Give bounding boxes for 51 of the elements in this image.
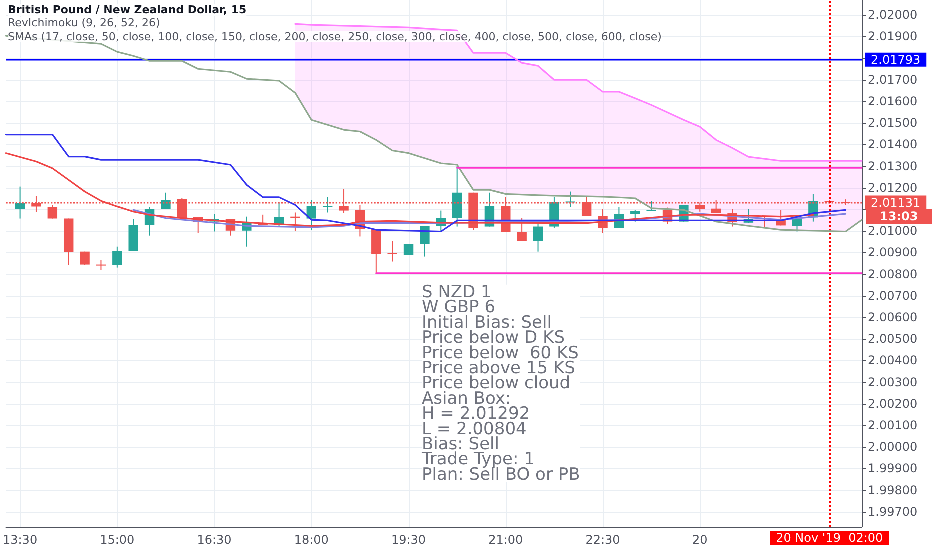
- candlestick: [161, 192, 171, 210]
- candlestick: [630, 210, 640, 222]
- y-tick-label: 2.01600: [868, 94, 918, 109]
- y-tick-label: 2.02000: [868, 8, 918, 22]
- y-tick-label: 2.00100: [868, 418, 918, 432]
- candlestick: [388, 240, 398, 262]
- candlestick: [306, 200, 317, 231]
- y-tick-label: 2.01200: [868, 180, 918, 195]
- candlestick: [15, 186, 26, 220]
- text: 13:03: [880, 210, 918, 224]
- x-tick-label: 21:00: [488, 533, 524, 547]
- y-tick-label: 1.99800: [868, 483, 918, 498]
- candlestick: [420, 226, 430, 258]
- y-tick-label: 1.99900: [868, 462, 918, 476]
- candlestick: [646, 200, 656, 212]
- chart-title: British Pound / New Zealand Dollar, 15: [8, 4, 247, 16]
- annotation: SMAs (17, close, 50, close, 100, close, 150, close, 200, close, 250, close, 300, close, 400, close, 500, close, 600, close): [8, 30, 662, 44]
- x-tick-label: 22:30: [586, 533, 620, 547]
- ref-line-label: 2.01793: [871, 52, 921, 67]
- y-tick-label: 2.00200: [868, 396, 918, 411]
- y-tick-label: 2.00400: [868, 354, 918, 368]
- x-tick-label: 13:30: [2, 533, 38, 547]
- y-tick-label: 2.01700: [868, 72, 918, 87]
- y-tick-label: 2.00900: [868, 246, 918, 260]
- y-tick-label: 2.00500: [868, 332, 918, 346]
- x-tick-label: 19:30: [391, 533, 426, 547]
- x-tick-label: 20: [692, 533, 708, 547]
- text: RevIchimoku (9, 26, 52, 26): [8, 16, 160, 30]
- line-series: [5, 134, 847, 233]
- candlestick: [533, 221, 544, 252]
- y-tick-label: 2.00600: [868, 310, 918, 324]
- ref-line-label: 2.01131: [871, 196, 921, 210]
- y-tick-label: 2.01900: [868, 30, 918, 44]
- x-tick-label: 16:30: [197, 533, 232, 547]
- y-tick-label: 2.01500: [868, 116, 918, 130]
- y-tick-label: 2.01000: [868, 224, 918, 238]
- y-tick-label: 2.01300: [868, 159, 918, 174]
- candlestick: [517, 218, 527, 242]
- ref-line-label: 20 Nov '19 02:00: [776, 531, 884, 545]
- candlestick: [112, 246, 122, 268]
- candlestick: [322, 196, 333, 214]
- x-tick-label: 15:00: [100, 533, 135, 547]
- y-tick-label: 1.99700: [868, 504, 918, 519]
- y-tick-label: 2.00700: [868, 288, 918, 303]
- candlestick: [290, 212, 300, 232]
- y-tick-label: 2.00800: [868, 267, 918, 282]
- y-tick-label: 2.01400: [868, 138, 918, 152]
- y-tick-label: 2.00300: [868, 375, 918, 390]
- y-tick-label: 2.00000: [868, 440, 918, 454]
- candlestick: [96, 260, 106, 271]
- x-tick-label: 18:00: [294, 533, 329, 547]
